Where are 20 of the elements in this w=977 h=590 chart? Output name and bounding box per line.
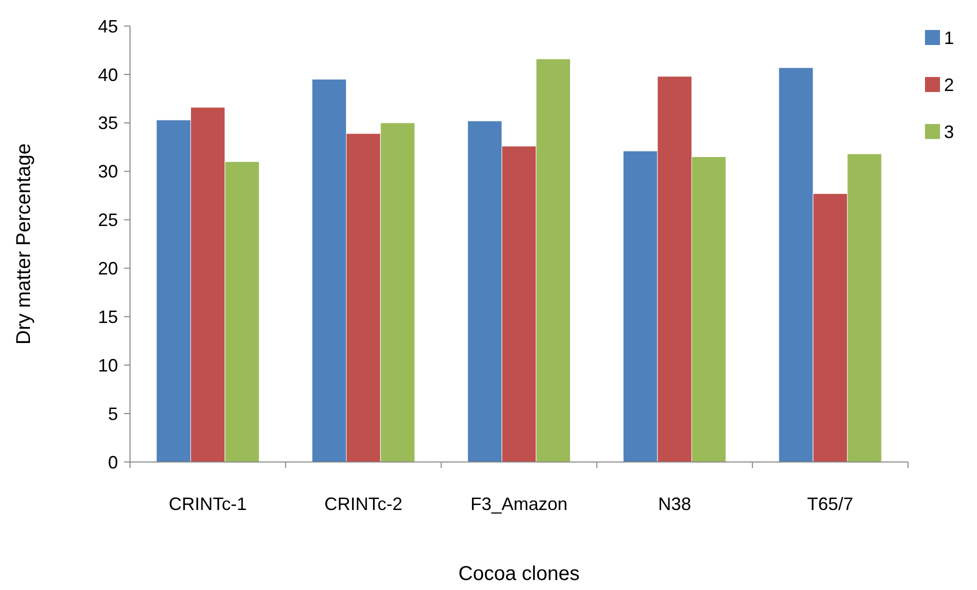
y-tick-label: 35 bbox=[98, 113, 118, 134]
y-tick-label: 45 bbox=[98, 16, 118, 36]
x-tick-label: N38 bbox=[658, 494, 692, 514]
y-tick-label: 20 bbox=[98, 258, 118, 279]
y-tick-label: 5 bbox=[108, 404, 118, 424]
x-tick-label: CRINTc-1 bbox=[168, 494, 247, 514]
y-tick-label: 40 bbox=[98, 64, 118, 85]
legend-label: 2 bbox=[944, 74, 954, 95]
x-tick-label: CRINTc-2 bbox=[324, 494, 402, 514]
y-axis-title: Dry matter Percentage bbox=[13, 143, 35, 345]
y-tick-label: 25 bbox=[98, 210, 118, 230]
y-tick-label: 0 bbox=[108, 452, 118, 472]
x-tick-label: T65/7 bbox=[807, 494, 854, 514]
y-tick-label: 30 bbox=[98, 162, 118, 182]
y-tick-label: 15 bbox=[98, 306, 118, 327]
y-tick-label: 10 bbox=[98, 355, 118, 376]
x-axis-title: Cocoa clones bbox=[458, 563, 580, 585]
legend-label: 1 bbox=[944, 28, 954, 48]
legend-label: 3 bbox=[944, 122, 954, 142]
x-tick-label: F3_Amazon bbox=[470, 494, 568, 514]
